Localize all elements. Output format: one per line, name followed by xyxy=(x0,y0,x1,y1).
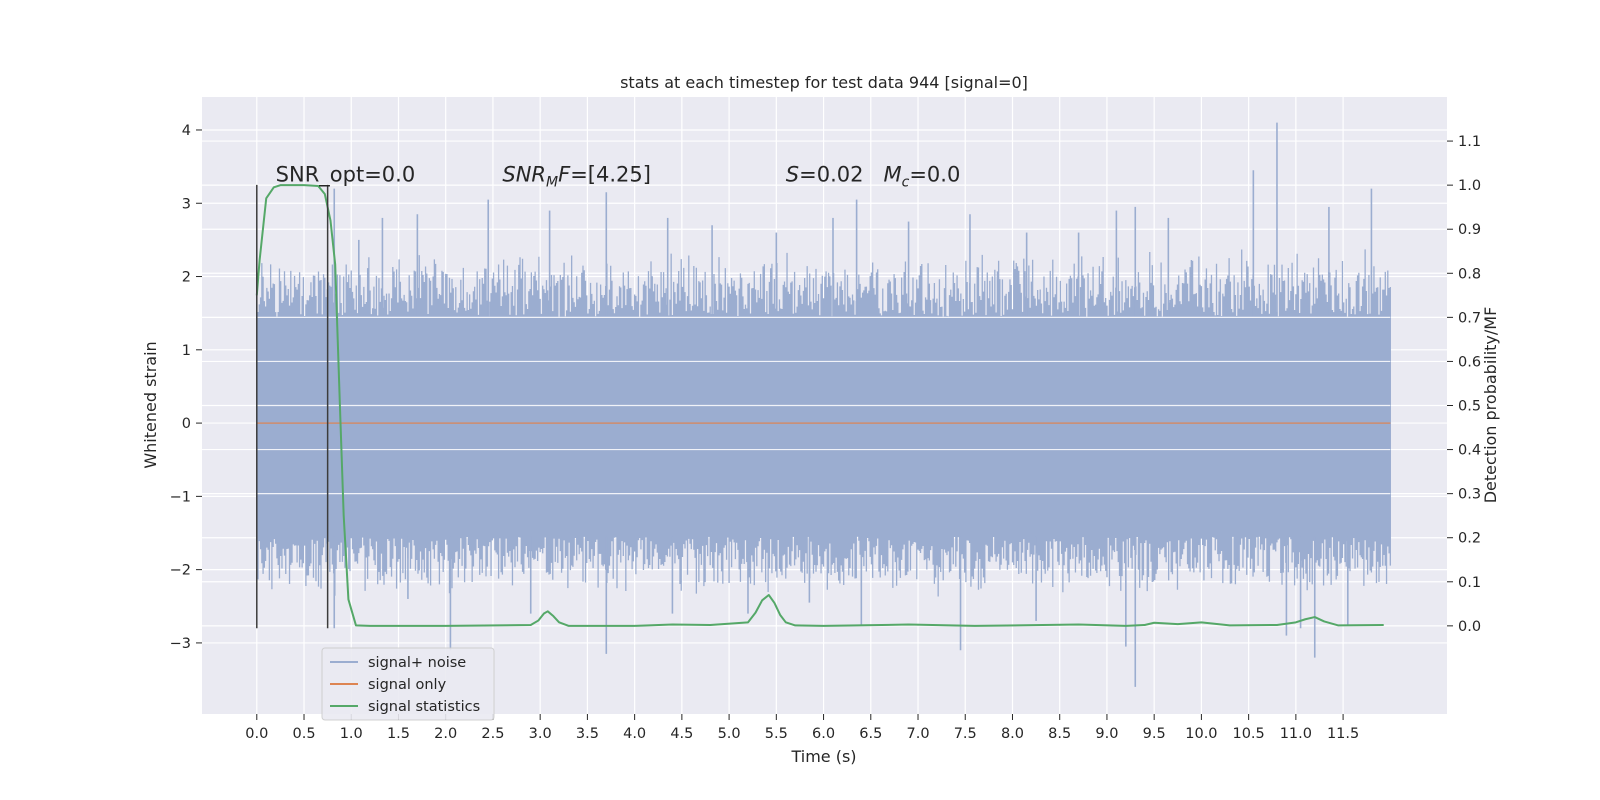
y2-axis-label: Detection probability/MF xyxy=(1481,307,1500,504)
x-tick-label: 2.5 xyxy=(481,726,504,742)
y2-tick-label: 0.1 xyxy=(1458,575,1481,591)
x-tick-label: 6.5 xyxy=(859,726,882,742)
x-tick-label: 5.0 xyxy=(718,726,741,742)
y2-tick-label: 0.0 xyxy=(1458,619,1481,635)
x-tick-label: 4.0 xyxy=(623,726,646,742)
legend-box xyxy=(321,647,495,721)
x-axis-label: Time (s) xyxy=(790,747,856,766)
annotation-run: c xyxy=(902,174,910,190)
y-tick-label: 0 xyxy=(182,416,191,432)
legend-label: signal statistics xyxy=(368,699,480,715)
y2-tick-label: 0.7 xyxy=(1458,310,1481,326)
legend-label: signal+ noise xyxy=(368,655,466,671)
y2-tick-label: 0.8 xyxy=(1458,266,1481,282)
chart-title: stats at each timestep for test data 944… xyxy=(620,73,1028,92)
annotation-run: =[4.25] xyxy=(570,162,651,186)
annotation-run: S xyxy=(786,162,799,186)
y2-tick-label: 1.0 xyxy=(1458,178,1481,194)
y-tick-label: −2 xyxy=(170,563,191,579)
y-axis-label: Whitened strain xyxy=(141,341,160,468)
x-tick-label: 6.0 xyxy=(812,726,835,742)
x-tick-label: 8.5 xyxy=(1048,726,1071,742)
annotation-run: F xyxy=(558,162,571,186)
y2-tick-label: 0.5 xyxy=(1458,399,1481,415)
y2-tick-label: 0.6 xyxy=(1458,354,1481,370)
annotation-run: =0.0 xyxy=(909,162,960,186)
annotation-text: S=0.02 Mc=0.0 xyxy=(786,162,961,190)
annotation-run: M xyxy=(884,162,902,186)
annotation-run: =0.02 xyxy=(799,162,883,186)
annotation-text: SNR_opt=0.0 xyxy=(276,162,416,187)
y2-tick-label: 1.1 xyxy=(1458,134,1481,150)
x-tick-label: 11.5 xyxy=(1327,726,1359,742)
x-tick-label: 9.5 xyxy=(1143,726,1166,742)
x-tick-label: 3.0 xyxy=(529,726,552,742)
x-tick-label: 2.0 xyxy=(434,726,457,742)
x-tick-label: 1.0 xyxy=(340,726,363,742)
x-tick-label: 7.0 xyxy=(906,726,929,742)
x-tick-label: 10.0 xyxy=(1185,726,1217,742)
legend: signal+ noise signal only signal statistic… xyxy=(321,647,495,721)
x-tick-label: 11.0 xyxy=(1280,726,1312,742)
x-tick-label: 9.0 xyxy=(1095,726,1118,742)
y2-tick-label: 0.9 xyxy=(1458,222,1481,238)
y-tick-label: 2 xyxy=(182,270,191,286)
annotation-run: M xyxy=(546,174,558,190)
annotation-text: SNRMF=[4.25] xyxy=(502,162,651,190)
y2-tick-label: 0.4 xyxy=(1458,443,1481,459)
annotation-run: SNR_opt=0.0 xyxy=(276,162,416,187)
x-tick-label: 5.5 xyxy=(765,726,788,742)
y-tick-label: −1 xyxy=(170,489,191,505)
x-tick-label: 8.0 xyxy=(1001,726,1024,742)
y-tick-label: −3 xyxy=(170,636,191,652)
x-tick-label: 1.5 xyxy=(387,726,410,742)
y2-tick-label: 0.2 xyxy=(1458,531,1481,547)
x-tick-label: 4.5 xyxy=(670,726,693,742)
x-tick-label: 7.5 xyxy=(954,726,977,742)
x-tick-label: 0.5 xyxy=(292,726,315,742)
y-tick-label: 4 xyxy=(182,123,191,139)
y-tick-label: 1 xyxy=(182,343,191,359)
annotation-run: SNR xyxy=(502,162,546,186)
x-tick-label: 0.0 xyxy=(245,726,268,742)
x-tick-label: 10.5 xyxy=(1232,726,1264,742)
x-tick-label: 3.5 xyxy=(576,726,599,742)
y-tick-label: 3 xyxy=(182,196,191,212)
y2-tick-label: 0.3 xyxy=(1458,487,1481,503)
legend-label: signal only xyxy=(368,677,447,693)
